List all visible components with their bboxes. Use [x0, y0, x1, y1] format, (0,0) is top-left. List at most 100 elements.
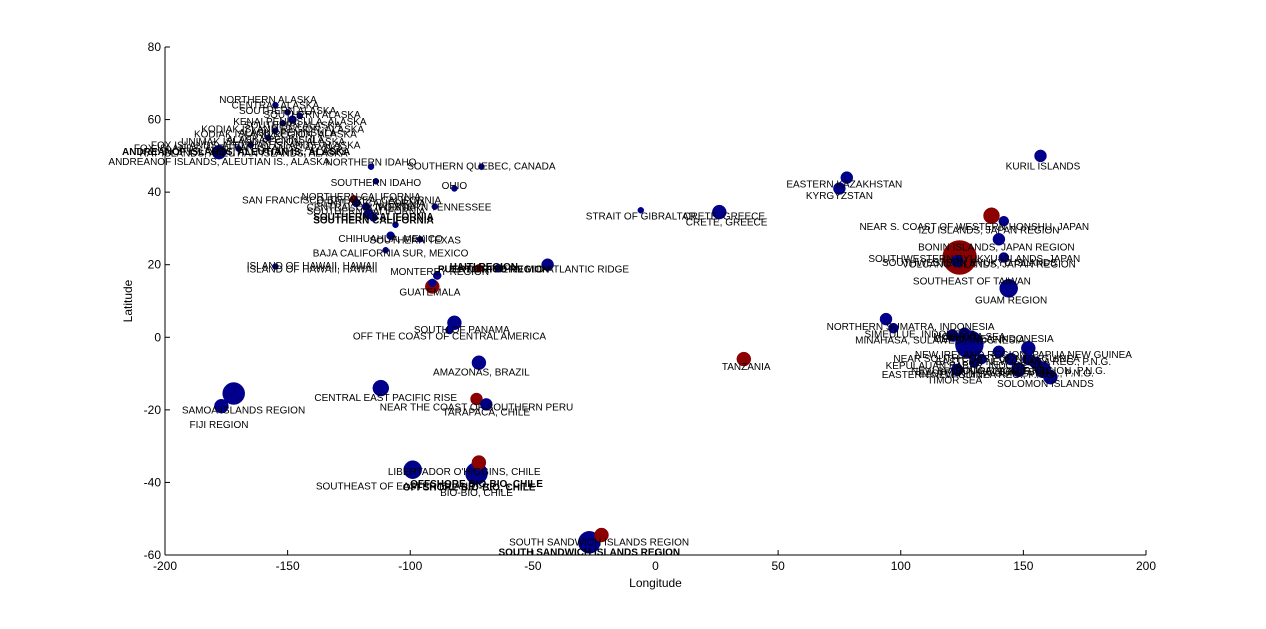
point-label-0: NORTHERN ALASKA: [219, 95, 317, 106]
y-axis-label: Latitude: [121, 279, 135, 322]
point-label-62: BONIN ISLANDS, JAPAN REGION: [918, 243, 1075, 254]
point-label-48: OFFSHORE BIO-BIO, CHILE: [410, 479, 543, 490]
point-label-11: FOX ISLANDS, ALEUTIAN ISLANDS, ALASKA: [151, 141, 361, 152]
data-point-37: [480, 398, 493, 411]
point-label-28: CHIHUAHUA, MEXICO: [338, 234, 443, 245]
data-point-53: [992, 233, 1006, 246]
data-point-29: [432, 271, 442, 280]
x-tick-label-2: -100: [398, 559, 422, 573]
point-label-45: FIJI REGION: [190, 420, 249, 431]
y-tick-label-0: -60: [144, 548, 162, 562]
data-point-67: [1029, 356, 1042, 369]
point-label-7: ALASKA PENINSULA: [239, 128, 337, 139]
point-label-42: NEAR THE COAST OF SOUTHERN PERU: [380, 403, 574, 414]
data-point-70: [1043, 369, 1058, 385]
point-label-52: SOUTH SANDWICH ISLANDS REGION: [498, 548, 680, 559]
point-label-67: GUAM REGION: [975, 296, 1047, 307]
point-label-80: EASTERN NEW GUINEA REG., P.N.G.: [882, 370, 1057, 381]
point-label-41: CENTRAL EAST PACIFIC RISE: [314, 393, 457, 404]
point-label-34: PUERTO RICO REGION: [438, 265, 550, 276]
point-label-30: BAJA CALIFORNIA SUR, MEXICO: [313, 248, 469, 259]
point-label-66: SOUTHEAST OF TAIWAN: [913, 277, 1031, 288]
point-label-72: CERAM SEA, INDONESIA: [934, 334, 1054, 345]
y-tick-label-2: -20: [144, 403, 162, 417]
data-point-3: [288, 115, 297, 124]
point-label-26: SOUTHERN CALIFORNIA: [313, 212, 434, 223]
point-label-60: NEAR S. COAST OF WESTERN HONSHU, JAPAN: [859, 222, 1089, 233]
data-point-25: [272, 263, 279, 270]
data-point-46: [712, 204, 727, 220]
x-tick-label-6: 100: [891, 559, 911, 573]
data-point-65: [1004, 352, 1018, 366]
point-label-61: IZU ISLANDS, JAPAN REGION: [919, 226, 1060, 237]
x-tick-label-8: 200: [1136, 559, 1156, 573]
data-point-20: [369, 213, 378, 222]
point-label-55: CRETE, GREECE: [686, 218, 768, 229]
data-point-57: [999, 279, 1018, 298]
point-label-16: NORTHERN IDAHO: [326, 158, 417, 169]
data-point-11: [367, 163, 375, 170]
data-point-60: [946, 329, 959, 342]
point-label-6: KODIAK ISLAND REGION, ALASKA: [201, 124, 364, 135]
point-label-32: ISLAND OF HAWAII, HAWAII: [247, 264, 378, 275]
point-label-78: NEW BRITAIN REGION, P.N.G.: [911, 367, 1052, 378]
point-label-56: EASTERN KAZAKHSTAN: [786, 179, 902, 190]
x-axis-label: Longitude: [629, 576, 682, 590]
data-point-10: [220, 148, 228, 156]
y-tick-label-7: 80: [148, 40, 162, 54]
x-tick-label-5: 50: [771, 559, 785, 573]
point-label-79: EASTERN NEW GUINEA REG., P.N.G.: [918, 369, 1093, 380]
point-label-20: NORTHERN CALIFORNIA: [302, 192, 422, 203]
data-point-18: [431, 203, 439, 210]
point-label-64: SOUTHWESTERN RYUKYU ISLANDS: [882, 258, 1057, 269]
point-label-46: LIBERTADOR O'HIGGINS, CHILE: [388, 467, 541, 478]
point-label-63: SOUTHWESTERN RYUKYU ISLANDS, JAPAN: [868, 254, 1080, 265]
point-label-75: EASTERN NEW GUINEA REG., P.N.G.: [936, 357, 1111, 368]
x-tick-label-3: -50: [524, 559, 542, 573]
data-point-43: [594, 527, 609, 543]
data-point-28: [541, 258, 554, 271]
point-label-18: SOUTHERN IDAHO: [331, 178, 422, 189]
points-layer: [211, 101, 1058, 554]
data-point-71: [950, 363, 964, 377]
data-point-58: [879, 312, 893, 326]
axes-layer: -200 -150 -100 -50 0 50 100 150 200-60-40-200204…: [121, 40, 1156, 590]
data-point-24: [382, 246, 389, 254]
data-point-61: [958, 327, 971, 340]
data-point-0: [272, 101, 279, 109]
point-label-33: HAITI REGION: [450, 262, 518, 273]
point-label-76: KEPULAUAN BABAR, INDONESIA: [886, 361, 1044, 372]
data-point-45: [637, 207, 645, 214]
point-label-23: WESTERN TENNESSEE: [378, 203, 491, 214]
x-tick-label-7: 150: [1013, 559, 1033, 573]
point-label-27: SOUTHERN CALIFORNIA: [313, 216, 434, 227]
point-label-70: MINAHASA, SULAWESI, INDONESIA: [855, 336, 1025, 347]
point-label-8: KODIAK ISLAND REGION, ALASKA: [194, 130, 357, 141]
data-point-38: [222, 382, 245, 405]
point-label-71: MOLUCCA SEA: [933, 332, 1006, 343]
y-tick-label-4: 20: [148, 258, 162, 272]
data-point-35: [372, 379, 390, 397]
point-label-69: SIMEULUE, INDONESIA: [865, 330, 977, 341]
point-label-2: SOUTHERN ALASKA: [239, 106, 337, 117]
point-label-51: SOUTH SANDWICH ISLANDS REGION: [509, 538, 689, 549]
data-point-12: [478, 163, 485, 170]
x-tick-label-4: 0: [652, 559, 659, 573]
point-label-44: SAMOA ISLANDS REGION: [182, 406, 305, 417]
x-tick-label-1: -150: [276, 559, 300, 573]
data-point-4: [279, 119, 286, 127]
y-tick-label-6: 60: [148, 113, 162, 127]
point-label-17: SOUTHERN QUEBEC, CANADA: [407, 162, 556, 173]
data-point-26: [474, 264, 484, 273]
point-label-54: CRETE, GREECE: [683, 211, 765, 222]
data-point-64: [992, 345, 1006, 359]
data-point-73: [976, 353, 987, 365]
data-point-34: [471, 355, 487, 370]
data-point-22: [386, 231, 395, 240]
data-point-23: [416, 236, 424, 243]
point-label-49: OFFSHORE BIO-BIO, CHILE: [403, 482, 536, 493]
data-point-55: [998, 252, 1010, 263]
point-label-5: SOUTHERN ALASKA: [244, 121, 342, 132]
